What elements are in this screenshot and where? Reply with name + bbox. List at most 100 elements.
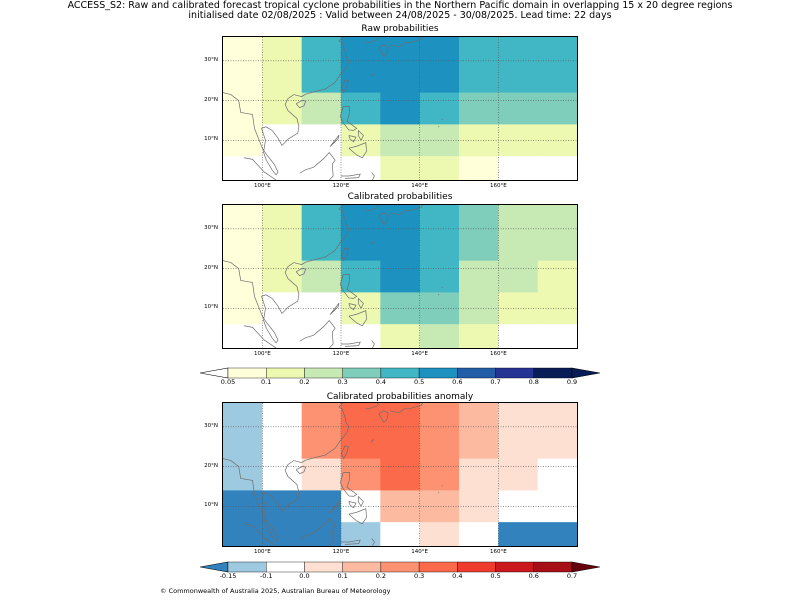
grid-cell [537, 205, 577, 230]
coastline [378, 44, 389, 58]
latitude-label: 30°N [204, 422, 218, 429]
coastline [365, 205, 379, 212]
colorbar-over-arrow [571, 561, 601, 573]
coastline [243, 523, 277, 546]
latitude-label: 30°N [204, 56, 218, 63]
grid-cell [537, 522, 577, 546]
colorbar-segment [304, 367, 343, 379]
grid-cell [223, 260, 263, 293]
grid-cell [537, 260, 577, 293]
grid-cell [262, 92, 303, 125]
grid-cell [537, 490, 577, 523]
grid-cell [498, 426, 539, 460]
grid-cell [380, 403, 421, 428]
coastline [378, 410, 389, 424]
grid-cell [419, 205, 460, 230]
grid-cell [459, 205, 499, 230]
coastline [371, 340, 375, 348]
grid-cell [498, 228, 539, 262]
colorbar-segment [380, 367, 420, 379]
grid-cell [537, 403, 577, 428]
grid-cell [537, 92, 577, 125]
grid-cell [301, 205, 342, 230]
coastline [295, 465, 307, 475]
grid-cell [419, 522, 460, 546]
colorbar-tick-label: 0.6 [528, 572, 539, 580]
longitude-label: 160°E [489, 183, 507, 189]
grid-cell [459, 458, 499, 491]
grid-cell [459, 156, 499, 180]
coastline [348, 501, 357, 509]
coastline [329, 302, 340, 315]
grid-cell [301, 324, 342, 348]
grid-cell [498, 458, 539, 491]
coastline [341, 445, 349, 460]
colorbar-segment [418, 561, 458, 573]
grid-cell [498, 260, 539, 293]
map-calibrated-anomaly [222, 402, 578, 547]
grid-cell [537, 228, 577, 262]
longitude-label: 120°E [332, 183, 350, 189]
coastline [295, 267, 307, 277]
coastline [341, 173, 361, 179]
coastline [370, 439, 374, 443]
colorbar-segment [495, 367, 534, 379]
colorbar-tick-label: 0.1 [261, 378, 272, 386]
latitude-label: 20°N [204, 264, 218, 271]
grid-cell [301, 156, 342, 180]
grid-cell [498, 522, 539, 546]
grid-cell [301, 260, 342, 293]
grid-cell [459, 403, 499, 428]
coastline [223, 403, 350, 542]
colorbar-segment [304, 561, 343, 573]
grid-cell [223, 205, 263, 230]
coastline [299, 518, 336, 546]
latitude-label: 10°N [204, 502, 218, 509]
colorbar-tick-label: 0.3 [413, 572, 425, 580]
grid-cell [380, 156, 421, 180]
grid-cell [537, 458, 577, 491]
colorbar-tick-label: 0.8 [528, 378, 539, 386]
longitude-label: 100°E [253, 351, 271, 357]
colorbar-segment [266, 561, 305, 573]
grid-cell [262, 324, 303, 348]
grid-cell [301, 92, 342, 125]
grid-cell [380, 426, 421, 460]
coastline [329, 134, 340, 147]
colorbar-segment [380, 561, 420, 573]
grid-cell [262, 205, 303, 230]
grid-cell [341, 426, 381, 460]
grid-cell [498, 37, 539, 62]
grid-cell [498, 60, 539, 94]
grid-cell [262, 228, 303, 262]
grid-cell [419, 37, 460, 62]
raw-map-svg [223, 37, 577, 180]
longitude-label: 100°E [253, 549, 271, 555]
coastline [378, 212, 389, 226]
map-calibrated-probabilities [222, 204, 578, 349]
colorbar-tick-label: 0.9 [566, 378, 578, 386]
coastline [339, 106, 358, 131]
coastline [339, 472, 358, 497]
grid-cell [537, 60, 577, 94]
longitude-label: 120°E [332, 549, 350, 555]
colorbar-segment [342, 561, 382, 573]
grid-cell [262, 426, 303, 460]
grid-cell [419, 426, 460, 460]
colorbar-under-arrow [199, 561, 229, 573]
coastline [348, 303, 357, 311]
grid-cell [262, 37, 303, 62]
latitude-label: 20°N [204, 462, 218, 469]
colorbar-segment [342, 367, 382, 379]
coastline [370, 73, 374, 77]
longitude-label: 160°E [489, 351, 507, 357]
grid-cell [262, 403, 303, 428]
grid-cell [223, 60, 263, 94]
grid-cell [419, 403, 460, 428]
coastline [348, 508, 367, 525]
grid-cell [459, 522, 499, 546]
coastline [341, 79, 349, 94]
longitude-label: 160°E [489, 549, 507, 555]
grid-cell [498, 403, 539, 428]
anomaly-map-svg [223, 403, 577, 546]
